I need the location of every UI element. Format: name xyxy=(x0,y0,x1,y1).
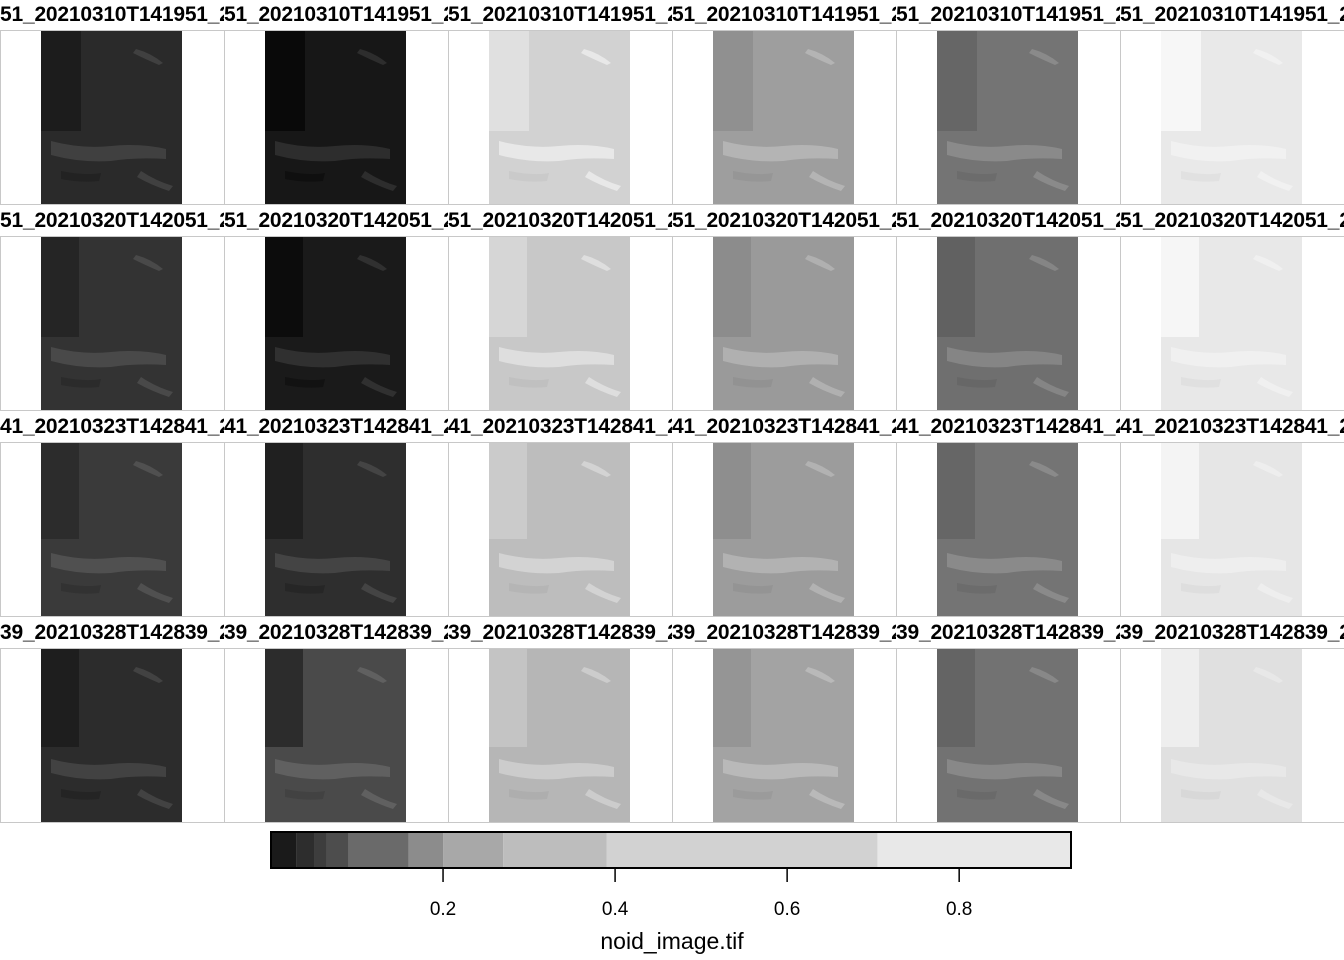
legend-bin xyxy=(314,832,327,868)
panel-title: 51_20210310T141951_20210310T1419 xyxy=(1120,3,1344,26)
legend-tick-label: 0.6 xyxy=(774,899,800,920)
legend-bin xyxy=(296,832,315,868)
raster-panel: 51_20210320T142051_20210320T1420 xyxy=(0,206,224,412)
panel-title: 51_20210320T142051_20210320T1420 xyxy=(1120,209,1344,232)
raster-image xyxy=(489,31,630,204)
raster-panel: 41_20210323T142841_20210323T1428 xyxy=(448,412,672,618)
raster-panel: 51_20210320T142051_20210320T1420 xyxy=(896,206,1120,412)
raster-image xyxy=(713,443,854,616)
raster-image xyxy=(265,237,406,410)
raster-image xyxy=(41,237,182,410)
raster-panel: 39_20210328T142839_20210328T1428 xyxy=(448,618,672,824)
raster-panel: 51_20210310T141951_20210310T1419 xyxy=(448,0,672,206)
legend-bin xyxy=(271,832,297,868)
panel-title: 41_20210323T142841_20210323T1428 xyxy=(448,415,672,438)
raster-image xyxy=(1161,31,1302,204)
raster-panel: 39_20210328T142839_20210328T1428 xyxy=(1120,618,1344,824)
raster-image xyxy=(1161,237,1302,410)
raster-image xyxy=(713,649,854,822)
legend-title: noid_image.tif xyxy=(600,928,744,954)
legend-tick-label: 0.4 xyxy=(602,899,629,920)
panel-title: 51_20210320T142051_20210320T1420 xyxy=(896,209,1120,232)
raster-panel: 39_20210328T142839_20210328T1428 xyxy=(896,618,1120,824)
legend-tick-label: 0.2 xyxy=(430,899,456,920)
raster-panel: 41_20210323T142841_20210323T1428 xyxy=(0,412,224,618)
legend-ticks: 0.2 0.4 0.6 0.8 xyxy=(430,868,972,920)
panel-title: 51_20210310T141951_20210310T1419 xyxy=(896,3,1120,26)
raster-panel: 51_20210310T141951_20210310T1419 xyxy=(1120,0,1344,206)
raster-image xyxy=(713,237,854,410)
raster-image xyxy=(41,649,182,822)
legend-bin xyxy=(877,832,1071,868)
panel-title: 51_20210310T141951_20210310T1419 xyxy=(448,3,672,26)
panel-title: 51_20210320T142051_20210320T1420 xyxy=(224,209,448,232)
raster-image xyxy=(265,443,406,616)
panel-title: 51_20210310T141951_20210310T1419 xyxy=(672,3,896,26)
raster-panel: 51_20210320T142051_20210320T1420 xyxy=(672,206,896,412)
raster-image xyxy=(1161,443,1302,616)
raster-panel: 51_20210310T141951_20210310T1419 xyxy=(672,0,896,206)
raster-image xyxy=(937,31,1078,204)
panel-title: 41_20210323T142841_20210323T1428 xyxy=(224,415,448,438)
panel-title: 39_20210328T142839_20210328T1428 xyxy=(0,621,224,644)
raster-image xyxy=(265,31,406,204)
panel-title: 39_20210328T142839_20210328T1428 xyxy=(672,621,896,644)
raster-image xyxy=(937,649,1078,822)
raster-panel-grid: 51_20210310T141951_20210310T141951_20210… xyxy=(0,0,1344,824)
raster-image xyxy=(937,237,1078,410)
panel-title: 41_20210323T142841_20210323T1428 xyxy=(896,415,1120,438)
raster-panel: 51_20210320T142051_20210320T1420 xyxy=(448,206,672,412)
legend-bin xyxy=(606,832,878,868)
raster-panel: 41_20210323T142841_20210323T1428 xyxy=(224,412,448,618)
raster-panel: 51_20210320T142051_20210320T1420 xyxy=(1120,206,1344,412)
legend-bin xyxy=(408,832,444,868)
raster-panel: 39_20210328T142839_20210328T1428 xyxy=(672,618,896,824)
panel-title: 51_20210320T142051_20210320T1420 xyxy=(672,209,896,232)
raster-panel: 51_20210310T141951_20210310T1419 xyxy=(224,0,448,206)
raster-image xyxy=(265,649,406,822)
raster-image xyxy=(1161,649,1302,822)
panel-title: 39_20210328T142839_20210328T1428 xyxy=(224,621,448,644)
raster-panel: 39_20210328T142839_20210328T1428 xyxy=(224,618,448,824)
legend-color-bins xyxy=(271,832,1071,868)
raster-image xyxy=(489,443,630,616)
raster-image xyxy=(489,649,630,822)
raster-panel: 39_20210328T142839_20210328T1428 xyxy=(0,618,224,824)
panel-title: 39_20210328T142839_20210328T1428 xyxy=(1120,621,1344,644)
legend-tick-label: 0.8 xyxy=(946,899,972,920)
panel-title: 41_20210323T142841_20210323T1428 xyxy=(672,415,896,438)
raster-image xyxy=(489,237,630,410)
legend-bin xyxy=(443,832,504,868)
raster-panel: 51_20210320T142051_20210320T1420 xyxy=(224,206,448,412)
legend-bin xyxy=(503,832,607,868)
color-legend: 0.2 0.4 0.6 0.8 xyxy=(270,831,1072,920)
raster-image xyxy=(41,31,182,204)
panel-title: 39_20210328T142839_20210328T1428 xyxy=(448,621,672,644)
raster-image xyxy=(41,443,182,616)
raster-panel: 51_20210310T141951_20210310T1419 xyxy=(896,0,1120,206)
panel-title: 51_20210320T142051_20210320T1420 xyxy=(0,209,224,232)
raster-panel: 41_20210323T142841_20210323T1428 xyxy=(672,412,896,618)
legend-bin xyxy=(326,832,349,868)
raster-image xyxy=(713,31,854,204)
raster-panel: 41_20210323T142841_20210323T1428 xyxy=(1120,412,1344,618)
panel-title: 51_20210310T141951_20210310T1419 xyxy=(0,3,224,26)
panel-title: 41_20210323T142841_20210323T1428 xyxy=(0,415,224,438)
panel-title: 41_20210323T142841_20210323T1428 xyxy=(1120,415,1344,438)
raster-panel: 41_20210323T142841_20210323T1428 xyxy=(896,412,1120,618)
legend-bin xyxy=(348,832,409,868)
legend-frame xyxy=(270,831,1072,869)
panel-title: 39_20210328T142839_20210328T1428 xyxy=(896,621,1120,644)
panel-title: 51_20210320T142051_20210320T1420 xyxy=(448,209,672,232)
panel-title: 51_20210310T141951_20210310T1419 xyxy=(224,3,448,26)
raster-image xyxy=(937,443,1078,616)
raster-panel: 51_20210310T141951_20210310T1419 xyxy=(0,0,224,206)
